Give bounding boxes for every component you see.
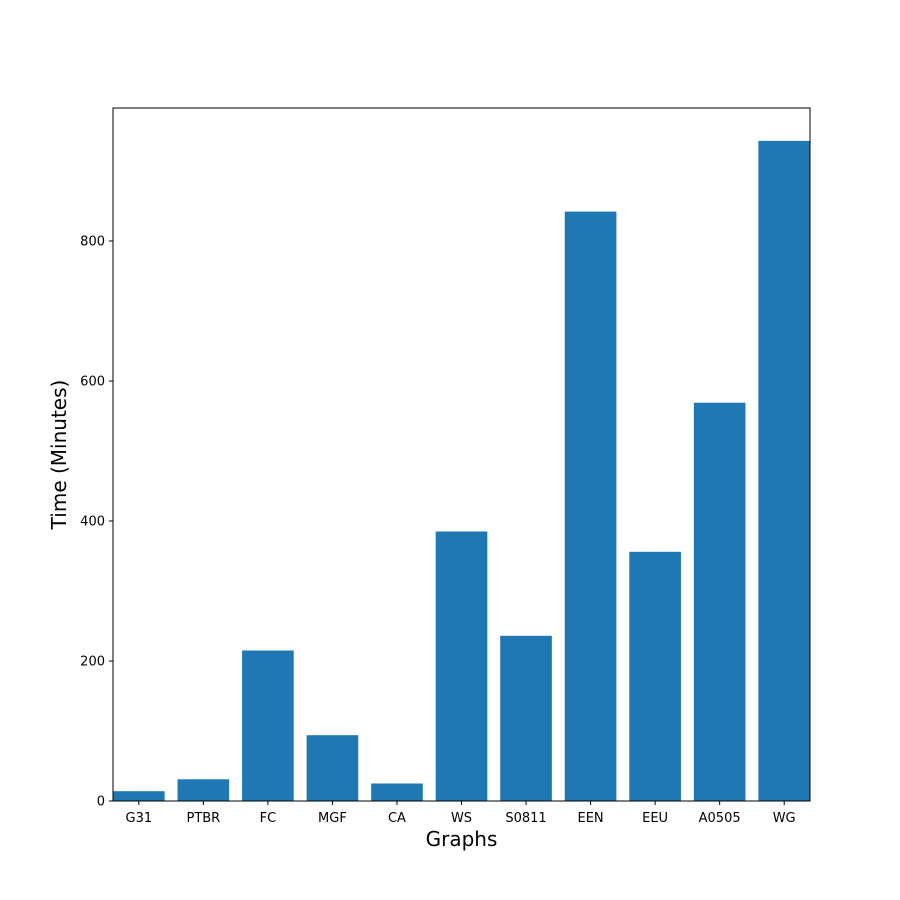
- x-axis-ticks: G31 PTBR FC MGF CA WS S0811 EEN EEU A0505 WG: [126, 801, 796, 826]
- bars-group: [113, 140, 810, 802]
- bar-wg: [758, 140, 810, 801]
- bar-ptbr: [177, 779, 230, 801]
- y-tick-label: 600: [80, 375, 105, 390]
- y-tick-label: 0: [97, 795, 105, 810]
- x-tick-label: MGF: [318, 811, 347, 826]
- x-tick-label: S0811: [505, 811, 546, 826]
- bar-g31: [113, 791, 165, 801]
- bar-ca: [371, 783, 423, 801]
- x-tick-label: WS: [451, 811, 472, 826]
- x-tick-label: WG: [773, 811, 796, 826]
- bar-mgf: [306, 735, 359, 801]
- x-tick-label: PTBR: [186, 811, 220, 826]
- x-tick-label: A0505: [699, 811, 741, 826]
- bar-eeu: [629, 551, 681, 801]
- y-axis-ticks: 0 200 400 600 800: [80, 235, 113, 810]
- bar-s0811: [500, 635, 552, 801]
- bar-a0505: [693, 402, 746, 801]
- bar-ws: [435, 531, 488, 801]
- y-tick-label: 200: [80, 655, 105, 670]
- y-tick-label: 800: [80, 235, 105, 250]
- y-axis-label: Time (Minutes): [47, 380, 71, 531]
- y-tick-label: 400: [80, 515, 105, 530]
- x-tick-label: FC: [260, 811, 277, 826]
- plot-frame: [112, 107, 811, 802]
- x-tick-label: CA: [388, 811, 406, 826]
- x-axis-label: Graphs: [426, 827, 498, 851]
- x-tick-label: EEN: [577, 811, 603, 826]
- bar-fc: [242, 650, 294, 801]
- bar-een: [564, 211, 617, 802]
- x-tick-label: EEU: [642, 811, 668, 826]
- x-tick-label: G31: [126, 811, 153, 826]
